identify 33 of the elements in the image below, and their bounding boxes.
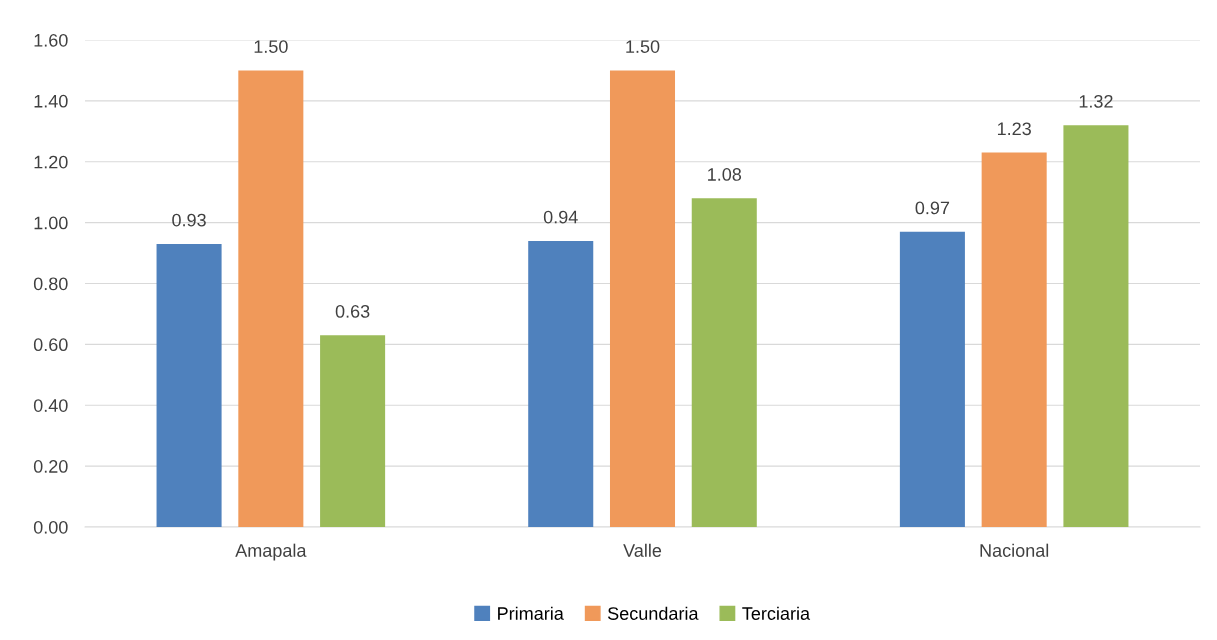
data-label: 1.50 [626,40,660,53]
data-label: 0.63 [335,305,370,318]
y-tick-label: 0.00 [33,520,68,534]
y-tick-label: 0.20 [33,460,68,473]
legend-label: Secundaria [607,606,699,620]
x-tick-label: Nacional [980,543,1049,557]
legend-label: Primaria [498,606,564,620]
y-tick-label: 1.40 [34,94,68,108]
data-label: 0.93 [172,213,206,227]
data-label: 1.32 [1079,94,1113,108]
y-tick-label: 1.60 [34,33,68,47]
bar [899,231,965,527]
bar [320,335,386,527]
data-label: 1.23 [997,122,1031,136]
x-tick-label: Valle [623,543,662,557]
bar [609,70,676,527]
y-tick-label: 1.00 [34,216,68,230]
bar [156,243,222,527]
y-tick-label: 0.40 [33,399,68,412]
data-label: 1.50 [254,40,288,53]
bar [981,152,1047,527]
data-label: 1.08 [708,168,742,181]
bar [691,198,757,527]
bar [1063,125,1129,527]
bar [238,70,304,527]
y-tick-label: 0.60 [33,338,68,352]
legend-label: Terciaria [742,606,811,620]
bar [528,240,594,527]
data-label: 0.94 [543,210,578,224]
x-tick-label: Amapala [235,543,307,561]
y-tick-label: 0.80 [33,277,68,291]
data-label: 0.97 [915,201,950,215]
y-tick-label: 1.20 [34,155,68,169]
